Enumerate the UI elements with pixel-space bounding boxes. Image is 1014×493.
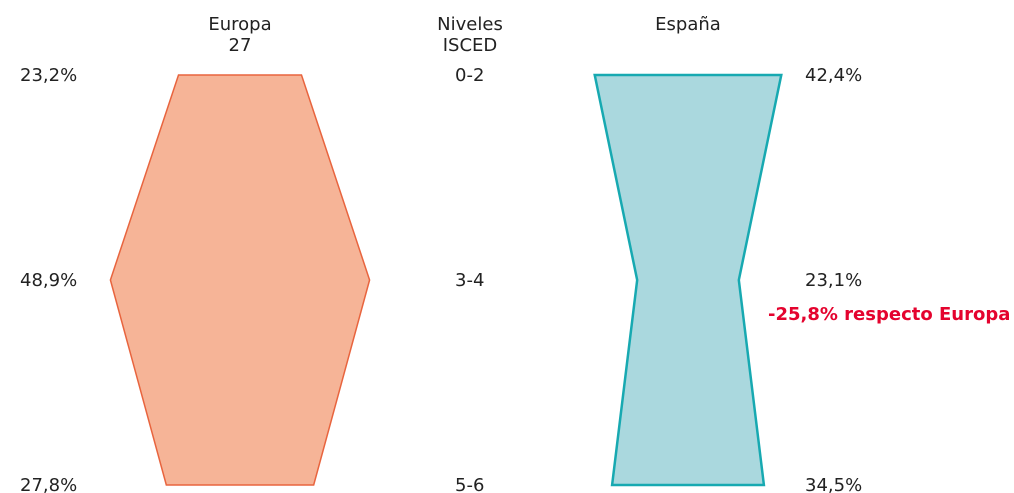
- category-label: 3-4: [455, 270, 485, 291]
- value-label: 23,1%: [805, 270, 863, 291]
- value-label: 48,9%: [20, 270, 78, 291]
- value-label: 27,8%: [20, 475, 78, 493]
- annotation: -25,8% respecto Europa: [768, 304, 1011, 325]
- value-label: 42,4%: [805, 65, 863, 86]
- category-label: 5-6: [455, 475, 485, 493]
- shape: [593, 73, 783, 487]
- category-label: 0-2: [455, 65, 485, 86]
- value-label: 23,2%: [20, 65, 78, 86]
- series-name: Europa 27: [208, 14, 272, 56]
- shape: [109, 74, 371, 486]
- category-title: Niveles ISCED: [437, 14, 503, 56]
- series-name: España: [655, 14, 721, 35]
- value-label: 34,5%: [805, 475, 863, 493]
